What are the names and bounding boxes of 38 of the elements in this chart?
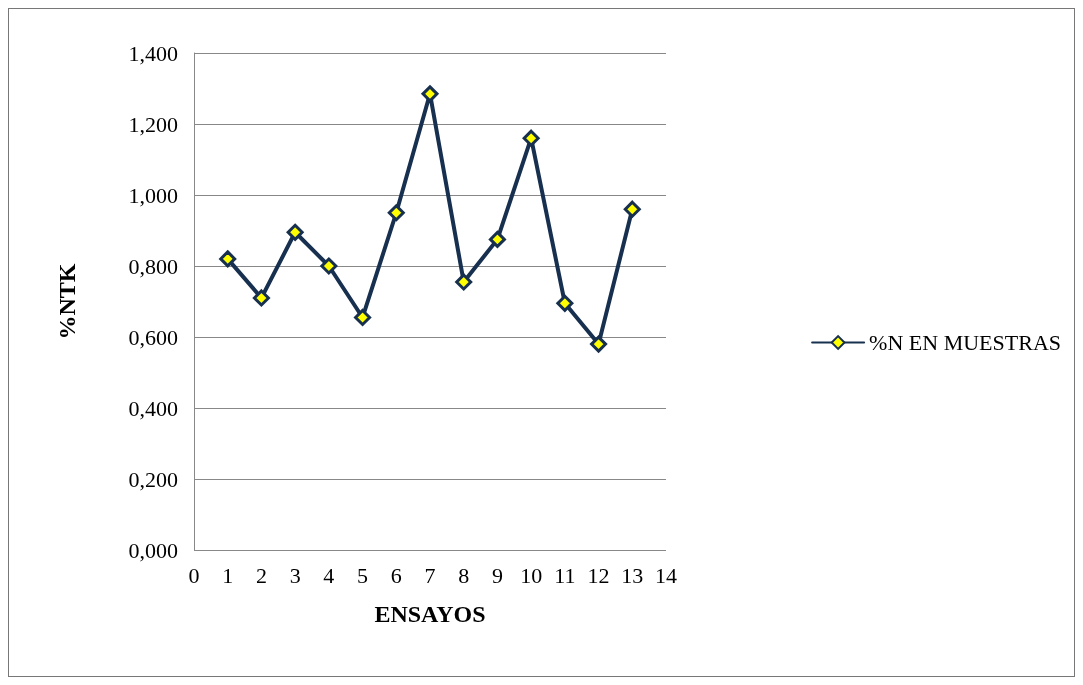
point [320,257,338,275]
x-tick-label: 8 [458,562,470,588]
point [623,200,641,218]
y-tick-label: 0,200 [128,466,178,492]
legend-label: %N EN MUESTRAS [869,330,1062,355]
x-tick-label: 0 [188,562,200,588]
x-tick-label: 12 [587,562,610,588]
y-tick-label: 0,000 [128,537,178,563]
x-tick-label: 10 [520,562,543,588]
y-tick-label: 1,400 [128,40,178,66]
y-tick-label: 1,200 [128,111,178,137]
point [286,223,304,241]
y-tick-label: 0,600 [128,324,178,350]
x-tick-label: 11 [554,562,576,588]
x-tick-label: 4 [323,562,335,588]
point [556,294,574,312]
point [488,230,506,248]
y-axis-title: %NTK [54,263,80,340]
y-tick-label: 0,400 [128,395,178,421]
x-tick-label: 9 [491,562,503,588]
x-tick-label: 6 [390,562,402,588]
point [354,308,372,326]
x-tick-label: 1 [222,562,234,588]
x-axis-title: ENSAYOS [374,601,486,627]
point [387,204,405,222]
point [522,129,540,147]
y-tick-label: 1,000 [128,182,178,208]
point [219,250,237,268]
point [252,289,270,307]
x-tick-label: 2 [255,562,267,588]
x-tick-label: 14 [655,562,677,588]
x-tick-label: 3 [289,562,301,588]
x-tick-label: 7 [424,562,436,588]
x-tick-label: 5 [357,562,369,588]
y-tick-label: 0,800 [128,253,178,279]
point [455,273,473,291]
point [590,335,608,353]
x-tick-label: 13 [621,562,644,588]
